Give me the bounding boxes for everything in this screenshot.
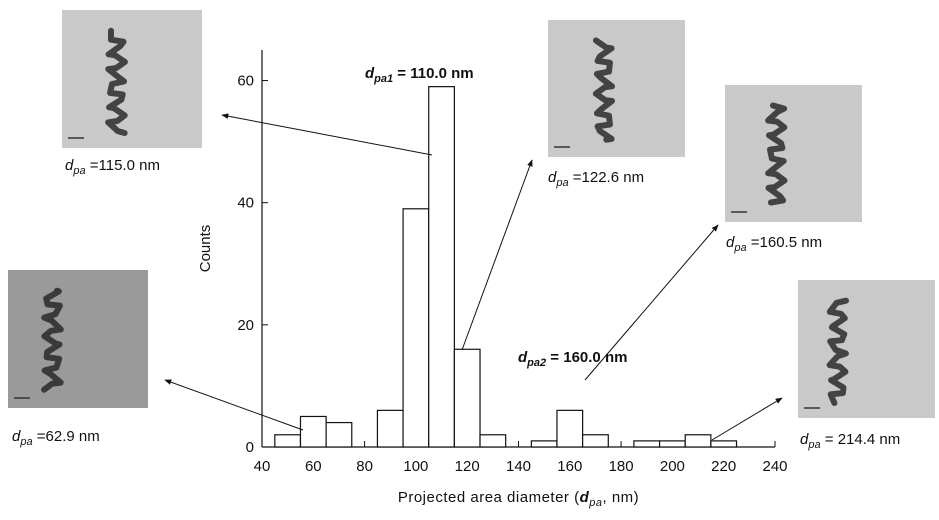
label-rest: =160.5 nm xyxy=(747,234,822,251)
bar xyxy=(684,434,712,448)
bar xyxy=(633,440,661,448)
bar xyxy=(530,440,558,448)
arrow xyxy=(584,224,719,381)
x-tick-label: 240 xyxy=(762,458,787,475)
x-tick-label: 60 xyxy=(305,458,322,475)
x-tick-label: 220 xyxy=(711,458,736,475)
label-rest: = 214.4 nm xyxy=(821,431,901,448)
y-tick-label: 20 xyxy=(237,317,254,334)
inset-image xyxy=(798,280,935,418)
label-rest: =62.9 nm xyxy=(33,428,100,445)
inset-image xyxy=(725,85,862,222)
variable: d xyxy=(365,65,375,82)
label-part: , nm) xyxy=(603,489,640,506)
bar xyxy=(428,86,455,448)
arrow xyxy=(711,397,783,441)
arrow xyxy=(461,159,533,351)
inset-image xyxy=(8,270,148,408)
bar xyxy=(299,415,327,448)
subscript: pa xyxy=(555,177,568,189)
bar xyxy=(274,434,302,448)
y-tick-label: 40 xyxy=(237,195,254,212)
particle-aggregate xyxy=(826,297,849,406)
x-tick-label: 80 xyxy=(356,458,373,475)
label-part: Projected area diameter ( xyxy=(398,489,580,506)
subscript: pa xyxy=(807,439,820,451)
label-rest: =115.0 nm xyxy=(86,157,160,174)
annotation: dpa2 = 160.0 nm xyxy=(518,349,627,369)
x-tick-label: 180 xyxy=(609,458,634,475)
subscript: pa2 xyxy=(526,357,546,369)
arrow xyxy=(164,379,304,431)
inset-label: dpa =115.0 nm xyxy=(65,157,160,177)
annotation: dpa1 = 110.0 nm xyxy=(365,65,474,85)
subscript: pa xyxy=(733,242,746,254)
variable: d xyxy=(518,349,528,366)
bar xyxy=(658,440,686,448)
particle-aggregate xyxy=(592,37,615,143)
variable: d xyxy=(726,234,735,251)
y-axis-title: Counts xyxy=(197,225,214,273)
x-tick-label: 200 xyxy=(660,458,685,475)
x-axis-title: Projected area diameter (dpa, nm) xyxy=(398,489,639,509)
particle-aggregate xyxy=(41,287,64,393)
bar xyxy=(710,440,738,448)
bar xyxy=(556,409,584,448)
subscript: pa xyxy=(588,497,602,509)
bar xyxy=(479,434,507,448)
subscript: pa xyxy=(19,436,32,448)
bar xyxy=(582,434,609,448)
x-tick-label: 100 xyxy=(403,458,428,475)
bar xyxy=(402,208,430,448)
bar xyxy=(453,348,481,448)
label-rest: = 110.0 nm xyxy=(393,65,473,82)
y-tick-label: 0 xyxy=(246,439,254,456)
bar xyxy=(325,421,353,448)
variable: d xyxy=(548,169,557,186)
bar xyxy=(376,409,404,448)
variable: d xyxy=(12,428,21,445)
x-tick-label: 140 xyxy=(506,458,531,475)
variable: d xyxy=(800,431,809,448)
y-tick-label: 60 xyxy=(237,73,254,90)
inset-label: dpa =160.5 nm xyxy=(726,234,822,254)
label-rest: = 160.0 nm xyxy=(546,349,627,366)
inset-label: dpa =122.6 nm xyxy=(548,169,644,189)
x-tick-label: 120 xyxy=(455,458,480,475)
subscript: pa1 xyxy=(373,73,393,85)
subscript: pa xyxy=(72,165,85,177)
arrow xyxy=(221,113,433,156)
particle-aggregate xyxy=(105,27,128,136)
inset-image xyxy=(548,20,685,157)
variable: d xyxy=(580,489,590,506)
x-tick-label: 40 xyxy=(254,458,271,475)
label-rest: =122.6 nm xyxy=(569,169,644,186)
x-tick-label: 160 xyxy=(557,458,582,475)
inset-label: dpa = 214.4 nm xyxy=(800,431,900,451)
variable: d xyxy=(65,157,74,174)
inset-label: dpa =62.9 nm xyxy=(12,428,100,448)
particle-aggregate xyxy=(765,102,788,206)
inset-image xyxy=(62,10,202,148)
